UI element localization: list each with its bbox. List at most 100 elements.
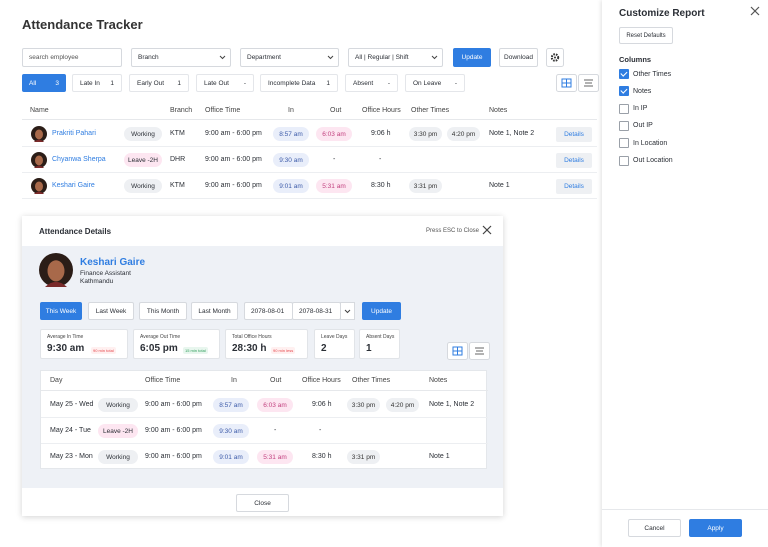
column-header: Office Time	[205, 107, 241, 114]
branch-select[interactable]: Branch	[131, 48, 231, 67]
column-header: Other Times	[352, 377, 391, 384]
stat-value: 2	[321, 343, 327, 354]
header-divider	[41, 390, 488, 391]
column-header: In	[231, 377, 237, 384]
filter-tab[interactable]: All 3	[22, 74, 66, 92]
tab-count: -	[454, 79, 457, 87]
profile-role: Finance Assistant	[80, 270, 131, 277]
checkbox[interactable]	[619, 155, 629, 166]
tab-label: Early Out	[137, 79, 165, 87]
office-time: 9:00 am - 6:00 pm	[145, 401, 202, 408]
column-header: Name	[30, 107, 49, 114]
notes: Note 1, Note 2	[429, 401, 475, 408]
stat-card: Absent Days 1	[359, 329, 400, 359]
other-time: 4:20 pm	[386, 398, 419, 412]
filter-tab[interactable]: Incomplete Data 1	[260, 74, 338, 92]
branch: DHR	[170, 156, 186, 163]
employee-name[interactable]: Chyanwa Sherpa	[52, 156, 106, 163]
shift-select[interactable]: All | Regular | Shift	[348, 48, 443, 67]
filter-tab[interactable]: Late In 1	[72, 74, 122, 92]
stat-badge: 15 min total	[183, 347, 208, 354]
cancel-button[interactable]: Cancel	[628, 519, 681, 537]
search-input[interactable]: search employee	[22, 48, 122, 67]
list-view-button[interactable]	[578, 74, 599, 92]
day: May 23 - Mon	[50, 453, 93, 460]
update-button[interactable]: Update	[453, 48, 491, 67]
attendance-modal: Attendance Details Press ESC to Close Kesh…	[22, 216, 503, 516]
modal-hint: Press ESC to Close	[426, 228, 480, 234]
checkbox[interactable]	[619, 138, 629, 149]
filter-tab[interactable]: On Leave -	[405, 74, 465, 92]
reset-button[interactable]: Reset Defaults	[619, 27, 673, 44]
tab-count: 1	[177, 79, 181, 87]
period-button[interactable]: This Week	[40, 302, 82, 320]
download-button[interactable]: Download	[499, 48, 538, 67]
dropdown-caret	[219, 55, 226, 60]
status-badge: Working	[98, 398, 138, 412]
in-time: 9:01 am	[213, 450, 249, 464]
avatar	[31, 126, 47, 142]
stat-label: Leave Days	[321, 334, 348, 340]
department-select[interactable]: Department	[240, 48, 339, 67]
grid-view-button[interactable]	[556, 74, 577, 92]
tab-count: -	[387, 79, 390, 87]
checkbox[interactable]	[619, 86, 629, 97]
row-divider	[22, 198, 597, 199]
office-hours: 8:30 h	[312, 453, 332, 460]
employee-name[interactable]: Keshari Gaire	[52, 182, 95, 189]
avatar	[31, 152, 47, 168]
other-time: 3:30 pm	[409, 127, 442, 141]
date-dropdown[interactable]	[340, 302, 355, 320]
customize-panel: Customize Report Reset Defaults Columns Oth…	[602, 0, 768, 547]
checkbox[interactable]	[619, 69, 629, 79]
checkbox[interactable]	[619, 103, 629, 114]
filter-tab[interactable]: Late Out -	[196, 74, 254, 92]
stat-value: 9:30 am	[47, 343, 85, 354]
filter-tab[interactable]: Absent -	[345, 74, 398, 92]
column-header: Other Times	[411, 107, 450, 114]
period-button[interactable]: This Month	[139, 302, 187, 320]
close-icon[interactable]	[482, 225, 493, 236]
column-header: Office Hours	[362, 107, 401, 114]
stat-label: Average In Time	[47, 334, 84, 340]
stat-label: Total Office Hours	[232, 334, 272, 340]
avatar	[39, 253, 73, 287]
apply-button[interactable]: Apply	[689, 519, 742, 537]
out-time: 6:03 am	[316, 127, 352, 141]
date-from[interactable]: 2078-08-01	[244, 302, 293, 320]
stat-card: Average Out Time 6:05 pm 15 min total	[133, 329, 220, 359]
date-to[interactable]: 2078-08-31	[292, 302, 341, 320]
period-button[interactable]: Last Month	[191, 302, 238, 320]
column-header: Office Time	[145, 377, 181, 384]
update-button[interactable]: Update	[362, 302, 401, 320]
out-time: -	[274, 427, 277, 434]
close-button[interactable]: Close	[236, 494, 289, 512]
in-time: 9:30 am	[213, 424, 249, 438]
office-time: 9:00 am - 6:00 pm	[145, 453, 202, 460]
tab-label: On Leave	[413, 79, 442, 87]
settings-button[interactable]	[546, 48, 564, 67]
tab-count: 1	[326, 79, 330, 87]
stat-value: 1	[366, 343, 372, 354]
tab-label: Absent	[353, 79, 374, 87]
section-title: Columns	[619, 55, 652, 64]
tab-label: Late In	[80, 79, 100, 87]
employee-name[interactable]: Prakriti Pahari	[52, 130, 96, 137]
dropdown-caret	[344, 309, 351, 314]
filter-tab[interactable]: Early Out 1	[129, 74, 189, 92]
close-icon[interactable]	[750, 6, 760, 16]
details-button[interactable]: Details	[556, 179, 592, 194]
details-button[interactable]: Details	[556, 127, 592, 142]
period-button[interactable]: Last Week	[88, 302, 134, 320]
details-button[interactable]: Details	[556, 153, 592, 168]
grid-view-button[interactable]	[447, 342, 468, 360]
branch: KTM	[170, 130, 185, 137]
dropdown-caret	[327, 55, 334, 60]
option-label: Other Times	[633, 70, 672, 78]
avatar	[31, 178, 47, 194]
list-view-button[interactable]	[469, 342, 490, 360]
checkbox[interactable]	[619, 120, 629, 131]
tab-count: -	[243, 79, 246, 87]
out-time: 5:31 am	[316, 179, 352, 193]
stat-card: Total Office Hours 28:30 h 90 min less	[225, 329, 308, 359]
